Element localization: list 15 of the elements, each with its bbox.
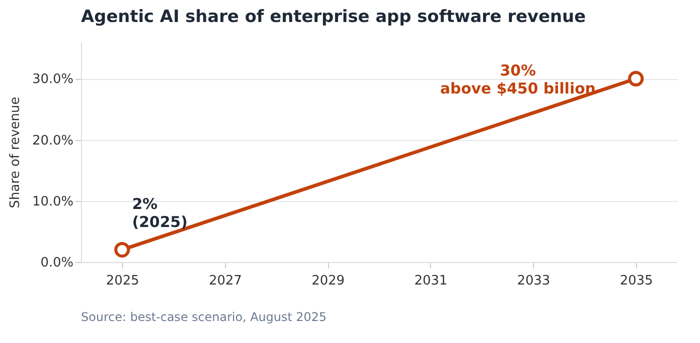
y-tick-label: 20.0% xyxy=(32,133,74,148)
chart-title: Agentic AI share of enterprise app software revenue xyxy=(81,7,586,27)
y-tick-label: 30.0% xyxy=(32,72,74,88)
x-tick-label: 2027 xyxy=(208,274,242,288)
x-tick-label: 2033 xyxy=(517,274,550,288)
y-tick-label: 0.0% xyxy=(40,256,74,270)
source-note: Source: best-case scenario, August 2025 xyxy=(81,310,327,324)
annotation: 30% above $450 billion xyxy=(440,62,596,98)
y-tick-label: 10.0% xyxy=(32,194,74,210)
y-axis-title: Share of revenue xyxy=(8,96,24,208)
x-tick-label: 2035 xyxy=(620,274,653,288)
annotation: 2% (2025) xyxy=(132,194,188,231)
x-tick-label: 2031 xyxy=(414,274,448,288)
x-tick-label: 2029 xyxy=(312,274,345,288)
x-tick-label: 2025 xyxy=(106,274,140,288)
